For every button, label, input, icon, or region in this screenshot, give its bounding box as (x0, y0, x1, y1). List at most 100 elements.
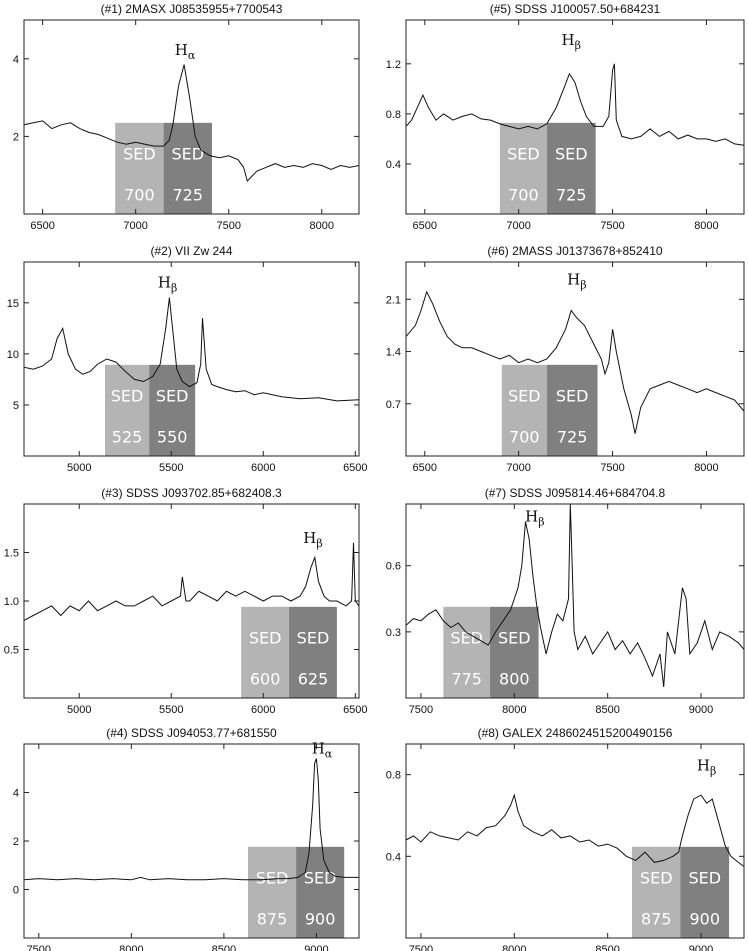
panel-title: (#3) SDSS J093702.85+682408.3 (101, 486, 282, 500)
emission-line-label: Hβ (697, 757, 716, 778)
x-tick-label: 8000 (502, 944, 526, 951)
sed-band (680, 846, 730, 938)
emission-line-subscript: α (188, 49, 196, 62)
sed-band-label: SED (640, 869, 673, 888)
panel-frame (23, 261, 360, 457)
sed-band-value: 875 (641, 909, 672, 928)
sed-band-value: 875 (257, 909, 288, 928)
sed-band-label: SED (498, 629, 531, 648)
emission-line-symbol: H (303, 529, 316, 547)
sed-band-value: 700 (508, 185, 539, 204)
spectrum-panel-7: (#7) SDSS J095814.46+684704.8 SED 775 SED 80… (386, 486, 745, 716)
panel-title: (#1) 2MASX J08535955+7700543 (101, 2, 283, 16)
sed-band-label: SED (507, 145, 540, 164)
emission-line-subscript: β (580, 278, 586, 291)
sed-band-value: 800 (499, 669, 530, 688)
sed-band-value: 775 (451, 669, 482, 688)
sed-band-value: 700 (124, 185, 155, 204)
x-tick-label: 7000 (123, 220, 147, 232)
panel-title: (#5) SDSS J100057.50+684231 (490, 2, 661, 16)
x-tick-label: 8500 (212, 944, 236, 951)
y-tick-label: 1.5 (4, 548, 19, 560)
x-tick-label: 6000 (251, 704, 275, 716)
spectrum-line (24, 297, 359, 402)
x-tick-label: 7500 (216, 220, 240, 232)
sed-band-label: SED (111, 387, 144, 406)
x-tick-label: 6500 (30, 220, 54, 232)
x-tick-label: 7000 (506, 462, 530, 474)
y-tick-label: 0.5 (4, 645, 19, 657)
y-tick-label: 0.4 (386, 851, 401, 863)
x-tick-label: 6000 (251, 462, 275, 474)
y-tick-label: 1.4 (386, 347, 401, 359)
panel-frame (405, 19, 745, 215)
sed-band (149, 364, 196, 456)
spectrum-line (24, 542, 359, 621)
sed-band-label: SED (297, 629, 330, 648)
sed-band-value: 725 (173, 185, 204, 204)
x-tick-label: 5500 (159, 462, 183, 474)
spectrum-panel-6: (#6) 2MASS J01373678+852410 SED 700 SED 725 H… (386, 244, 745, 474)
y-tick-label: 0.6 (386, 561, 401, 573)
x-tick-label: 8500 (595, 704, 619, 716)
spectrum-panel-2: (#2) VII Zw 244 SED 525 SED 550 Hβ 5000 5500 600… (7, 244, 368, 474)
y-tick-label: 10 (7, 349, 19, 361)
y-tick-label: 2 (13, 131, 19, 143)
x-tick-label: 8000 (310, 220, 334, 232)
y-tick-label: 0.8 (386, 770, 401, 782)
sed-band-label: SED (688, 869, 721, 888)
emission-line-symbol: H (158, 274, 171, 292)
sed-band (289, 606, 337, 698)
x-tick-label: 9000 (689, 944, 713, 951)
sed-band-value: 900 (690, 909, 721, 928)
y-tick-label: 15 (7, 298, 19, 310)
sed-band-label: SED (555, 145, 588, 164)
x-tick-label: 8000 (502, 704, 526, 716)
spectrum-line (406, 63, 744, 146)
emission-line-symbol: H (525, 508, 538, 526)
sed-band-value: 600 (250, 669, 281, 688)
panel-frame (405, 503, 745, 699)
emission-line-symbol: H (567, 270, 580, 288)
emission-line-symbol: H (175, 41, 188, 59)
emission-line-subscript: β (538, 516, 544, 529)
x-tick-label: 7500 (600, 462, 624, 474)
x-tick-label: 8500 (595, 944, 619, 951)
x-tick-label: 8000 (694, 462, 718, 474)
sed-band-label: SED (171, 145, 204, 164)
x-tick-label: 7500 (600, 220, 624, 232)
sed-band-label: SED (256, 869, 289, 888)
x-tick-label: 9000 (689, 704, 713, 716)
spectrum-panel-8: (#8) GALEX 2486024515200490156 SED 875 SED 9… (386, 726, 745, 951)
panel-frame (405, 261, 745, 457)
y-tick-label: 2.1 (386, 294, 401, 306)
x-tick-label: 6500 (413, 462, 437, 474)
sed-band (115, 122, 164, 214)
emission-line-label: Hα (312, 740, 333, 761)
x-tick-label: 6500 (413, 220, 437, 232)
emission-line-label: Hβ (158, 274, 177, 295)
spectrum-line (24, 64, 359, 182)
sed-band (296, 846, 345, 938)
emission-line-label: Hβ (303, 529, 322, 550)
panel-title: (#4) SDSS J094053.77+681550 (106, 726, 277, 740)
x-tick-label: 8000 (119, 944, 143, 951)
sed-band-value: 625 (298, 669, 329, 688)
y-tick-label: 4 (13, 54, 19, 66)
spectrum-panel-3: (#3) SDSS J093702.85+682408.3 SED 600 SED 62… (4, 486, 368, 716)
x-tick-label: 6500 (343, 462, 367, 474)
y-tick-label: 0.3 (386, 627, 401, 639)
panel-title: (#8) GALEX 2486024515200490156 (478, 726, 673, 740)
sed-band (241, 606, 290, 698)
emission-line-subscript: α (325, 748, 333, 761)
spectrum-panel-1: (#1) 2MASX J08535955+7700543 SED 700 SED 725… (13, 2, 360, 232)
spectrum-line (406, 793, 744, 867)
sed-band (546, 364, 598, 456)
emission-line-label: Hβ (562, 31, 581, 52)
spectrum-line (406, 504, 744, 688)
y-tick-label: 0 (13, 885, 19, 897)
y-tick-label: 1.2 (386, 59, 401, 71)
sed-band-label: SED (304, 869, 337, 888)
sed-band (247, 846, 297, 938)
